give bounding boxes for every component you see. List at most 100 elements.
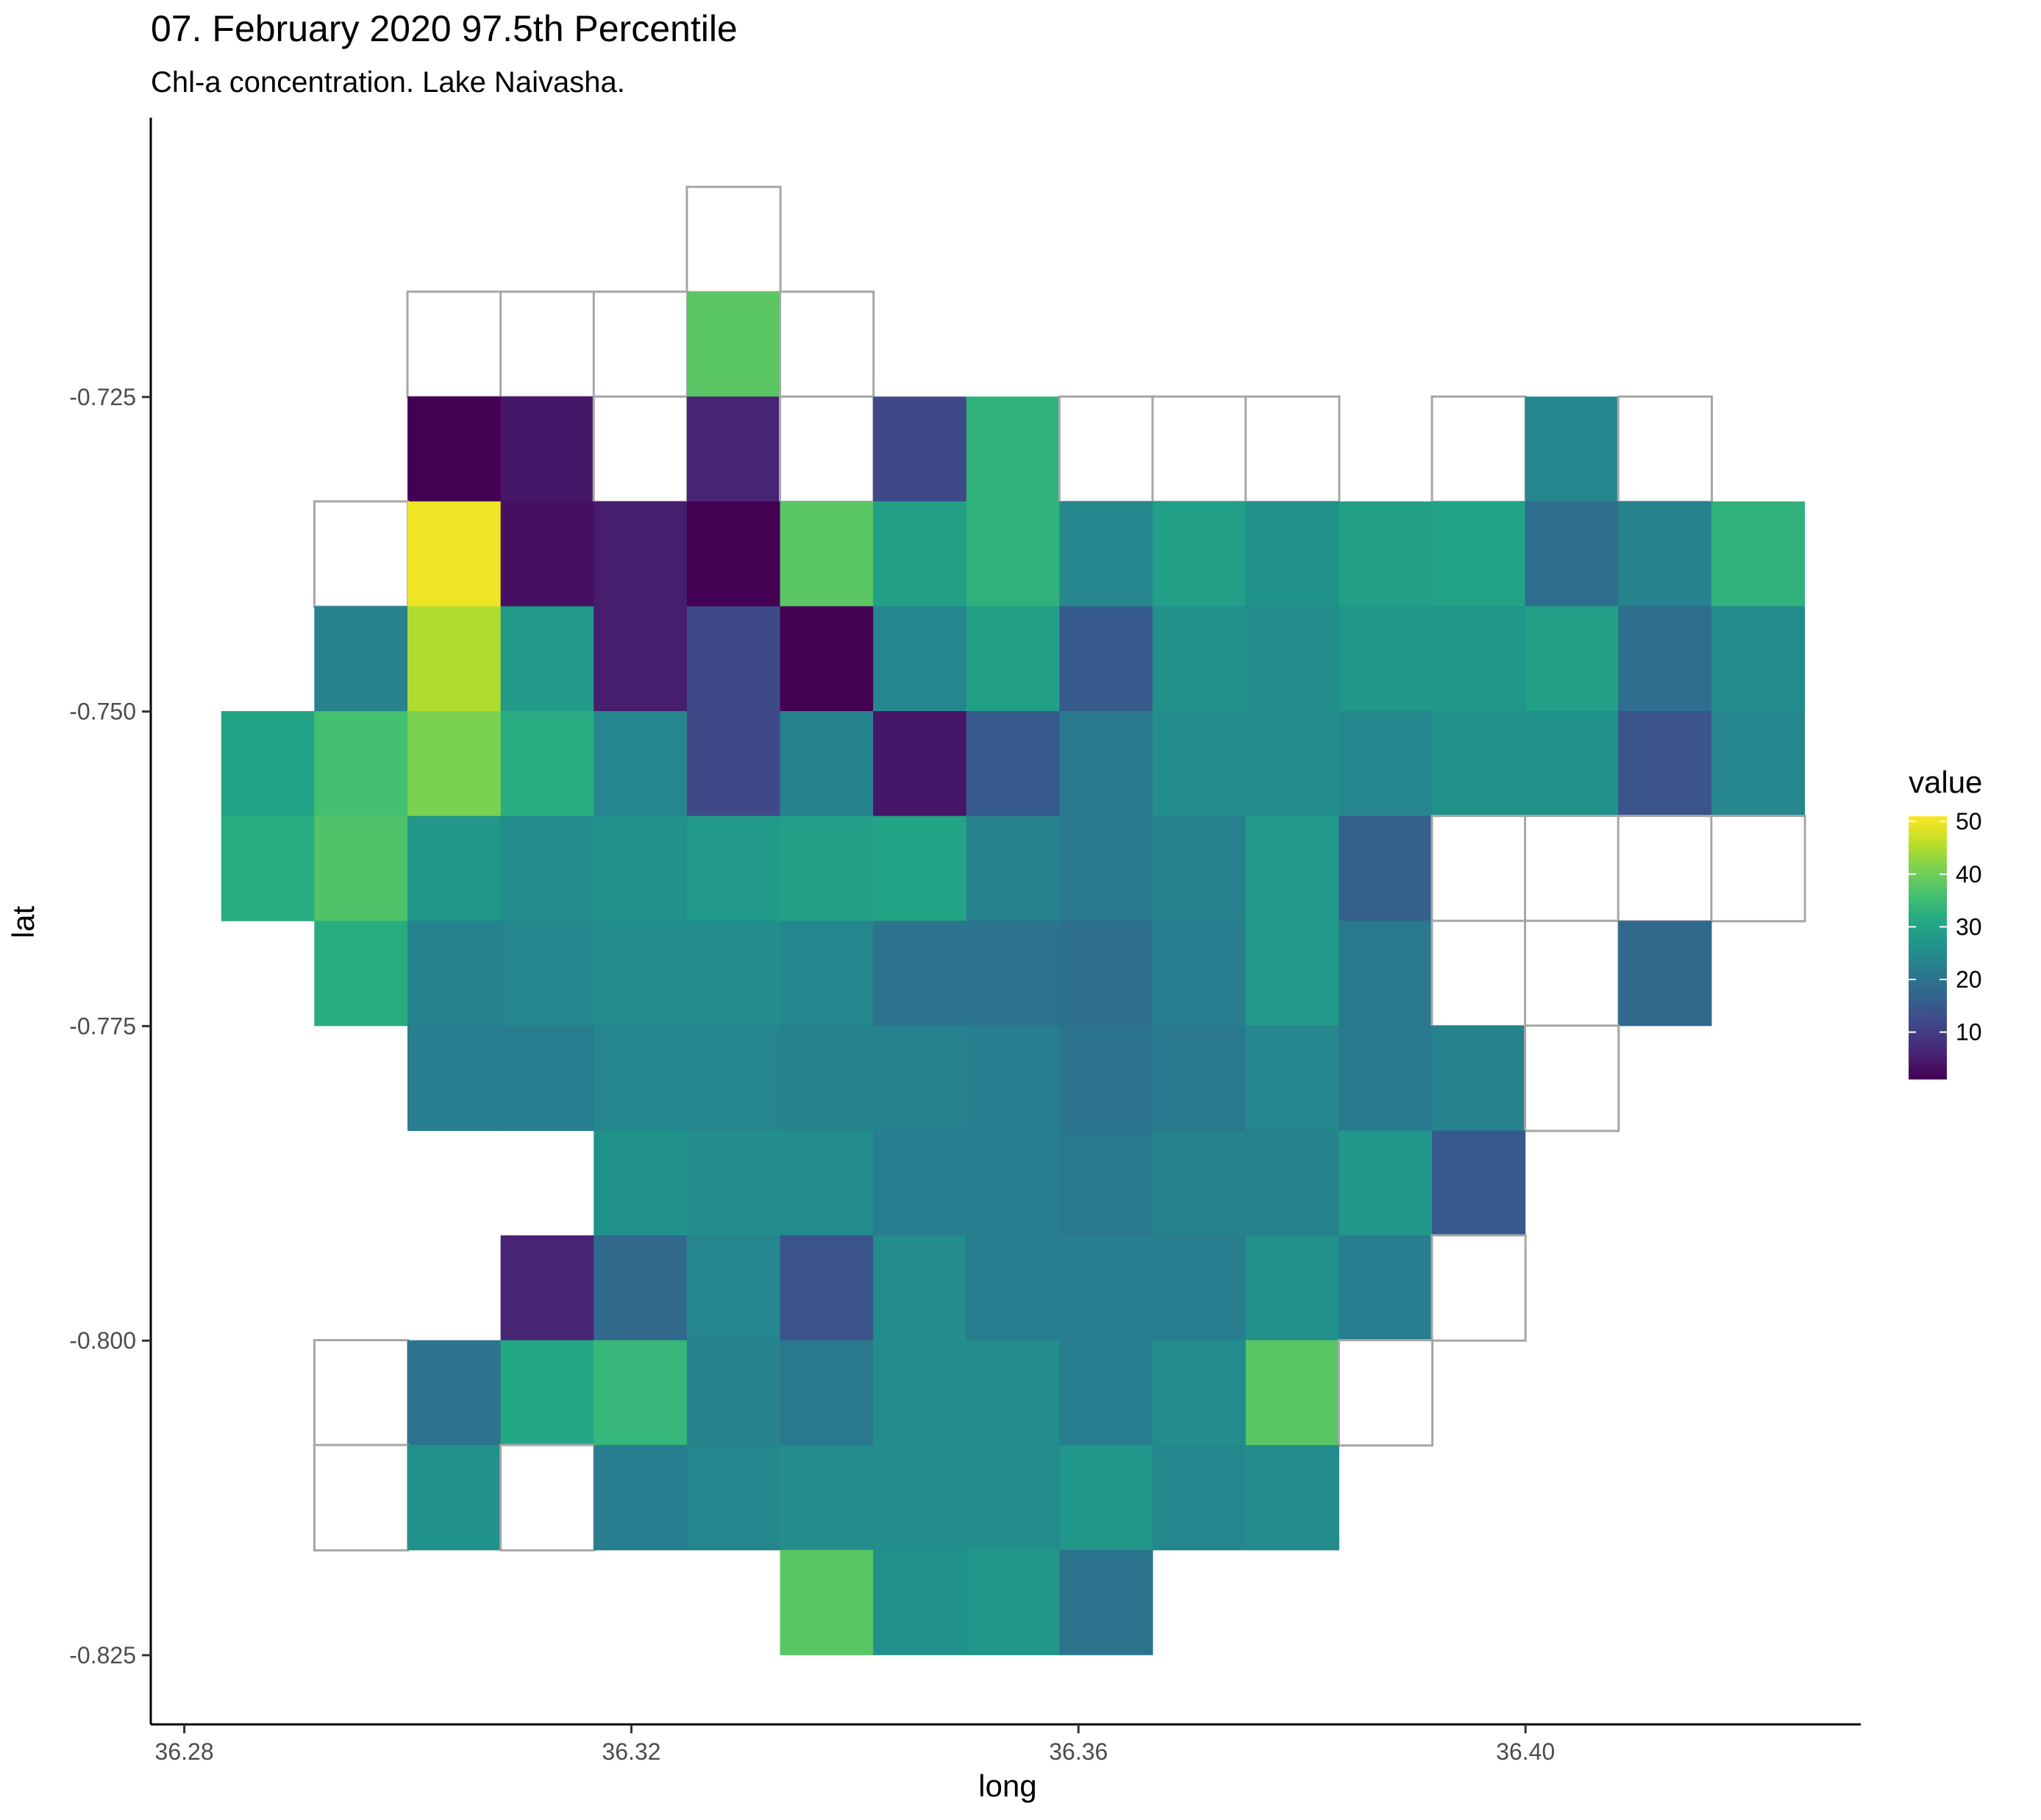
heatmap-cell (407, 1025, 502, 1131)
heatmap-cell (966, 501, 1060, 607)
empty-cell (499, 1443, 596, 1552)
heatmap-cell (873, 1235, 967, 1341)
heatmap-cell (1525, 606, 1619, 712)
heatmap-cell (1059, 711, 1153, 817)
heatmap-cell (966, 1025, 1060, 1131)
heatmap-cell (1618, 501, 1712, 607)
heatmap-cell (1339, 816, 1433, 921)
heatmap-cell (1245, 1235, 1339, 1341)
empty-cell (499, 290, 596, 399)
y-tick-label: -0.750 (69, 699, 136, 725)
empty-cell (313, 500, 410, 608)
empty-cell (1151, 395, 1247, 503)
heatmap-cell (686, 1130, 781, 1236)
heatmap-cell (780, 1025, 874, 1131)
heatmap-cell (1059, 606, 1153, 712)
y-tick-label: -0.775 (69, 1013, 136, 1039)
heatmap-cell (966, 1445, 1060, 1551)
heatmap-cell (500, 501, 594, 607)
heatmap-cell (1618, 711, 1712, 817)
heatmap-cell (780, 1340, 874, 1446)
heatmap-cell (1711, 501, 1806, 607)
heatmap-cell (407, 711, 502, 817)
x-tick-label: 36.28 (155, 1738, 214, 1765)
heatmap-cell (1153, 606, 1247, 712)
heatmap-cell (1153, 1130, 1247, 1236)
empty-cell (1058, 395, 1155, 503)
heatmap-cell (407, 396, 502, 502)
legend-tick-label: 40 (1956, 861, 1982, 888)
heatmap-cell (873, 1025, 967, 1131)
heatmap-cell (1431, 606, 1526, 712)
heatmap-cell (1431, 501, 1526, 607)
x-axis-label: long (978, 1769, 1037, 1803)
heatmap-cell (1431, 711, 1526, 817)
heatmap-cell (1245, 921, 1339, 1027)
empty-cell (1710, 815, 1806, 923)
heatmap-cell (1153, 816, 1247, 921)
heatmap-cell (594, 711, 688, 817)
heatmap-cell (594, 921, 688, 1027)
heatmap-cell (873, 396, 967, 502)
heatmap-cell (407, 1340, 502, 1446)
heatmap-cell (686, 711, 781, 817)
heatmap-cell (594, 1235, 688, 1341)
chart-title: 07. February 2020 97.5th Percentile (151, 8, 738, 49)
heatmap-cell (500, 396, 594, 502)
heatmap-cell (407, 606, 502, 712)
empty-cell (1524, 919, 1620, 1027)
heatmap-cell (966, 1130, 1060, 1236)
heatmap-cell (966, 396, 1060, 502)
heatmap-cell (1059, 1025, 1153, 1131)
empty-cell (1524, 815, 1620, 923)
heatmap-cell (1711, 606, 1806, 712)
heatmap-cell (594, 1445, 688, 1551)
heatmap-cell (873, 816, 967, 921)
heatmap-cell (873, 1549, 967, 1655)
heatmap-cell (873, 501, 967, 607)
heatmap-cell (1059, 1445, 1153, 1551)
heatmap-cell (1525, 396, 1619, 502)
heatmap-cell (780, 1235, 874, 1341)
x-tick-label: 36.36 (1049, 1738, 1108, 1765)
empty-cell (592, 290, 688, 399)
heatmap-cell (1618, 921, 1712, 1027)
empty-cell (1244, 395, 1341, 503)
heatmap-cell (1059, 1340, 1153, 1446)
heatmap-cell (1245, 1445, 1339, 1551)
heatmap-cell (221, 816, 315, 921)
heatmap-cell (686, 396, 781, 502)
y-tick-label: -0.800 (69, 1327, 136, 1354)
heatmap-cell (873, 711, 967, 817)
heatmap-cell (500, 1025, 594, 1131)
heatmap-cell (966, 1549, 1060, 1655)
x-tick-label: 36.40 (1496, 1738, 1555, 1765)
legend-tick-label: 50 (1956, 808, 1982, 835)
heatmap-cell (1245, 711, 1339, 817)
heatmap-cell (686, 816, 781, 921)
y-tick-label: -0.725 (69, 384, 136, 410)
heatmap-cell (1525, 711, 1619, 817)
heatmap-cell (314, 606, 408, 712)
chart-subtitle: Chl-a concentration. Lake Naivasha. (151, 66, 625, 99)
empty-cell (685, 185, 782, 293)
heatmap-cell (1153, 921, 1247, 1027)
heatmap-cell (1245, 606, 1339, 712)
legend-tick-label: 10 (1956, 1019, 1982, 1046)
heatmap-cell (1618, 606, 1712, 712)
heatmap-cell (1431, 1130, 1526, 1236)
empty-cell (1431, 919, 1527, 1027)
heatmap-cell (1059, 1235, 1153, 1341)
heatmap-cell (873, 1130, 967, 1236)
heatmap-cell (686, 1235, 781, 1341)
empty-cell (1337, 1338, 1434, 1447)
empty-cell (313, 1338, 410, 1447)
empty-cell (1524, 1024, 1620, 1132)
heatmap-cell (594, 501, 688, 607)
heatmap-cell (1245, 816, 1339, 921)
heatmap-cell (1153, 1340, 1247, 1446)
empty-cell (313, 1443, 410, 1552)
legend: 10 20 30 40 50 (1909, 808, 1982, 1079)
legend-title: value (1909, 765, 1983, 799)
heatmap-cell (1339, 1235, 1433, 1341)
